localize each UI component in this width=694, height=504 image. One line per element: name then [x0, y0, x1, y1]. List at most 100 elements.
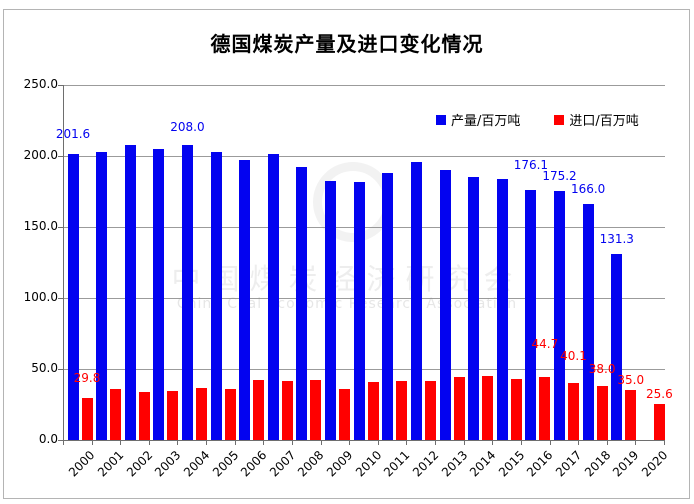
x-tick: [635, 440, 637, 445]
chart-border: [3, 9, 690, 499]
bar-production-2011: [382, 173, 394, 440]
y-axis-line: [63, 85, 64, 444]
x-tick: [664, 440, 665, 445]
data-label: 44.7: [531, 336, 559, 351]
data-label: 35.0: [617, 373, 645, 388]
x-tick: [578, 440, 580, 445]
x-tick: [492, 440, 494, 445]
bar-production-2014: [468, 177, 480, 440]
bar-import-2015: [510, 379, 522, 440]
data-label: 208.0: [170, 119, 205, 134]
y-axis-label: 200.0: [23, 148, 58, 162]
x-axis-line: [58, 440, 664, 441]
bar-production-2015: [496, 179, 508, 440]
bar-production-2017: [554, 191, 566, 440]
bar-production-2010: [353, 182, 365, 440]
y-tick: [58, 156, 63, 157]
legend-item-import: 进口/百万吨: [554, 110, 639, 129]
legend-label-production: 产量/百万吨: [451, 114, 521, 129]
bar-production-2007: [267, 153, 279, 440]
bar-production-2004: [181, 144, 193, 440]
bar-import-2019: [625, 390, 637, 440]
bar-production-2012: [410, 161, 422, 440]
y-tick: [58, 298, 63, 299]
legend: 产量/百万吨 进口/百万吨: [436, 110, 639, 129]
bar-production-2008: [296, 166, 308, 440]
x-tick: [291, 440, 293, 445]
bar-import-2010: [367, 382, 379, 440]
x-tick: [177, 440, 179, 445]
bar-import-2011: [396, 381, 408, 440]
data-label: 131.3: [599, 231, 634, 246]
bar-import-2006: [253, 379, 265, 440]
data-label: 166.0: [570, 182, 606, 197]
bar-import-2004: [195, 387, 207, 440]
y-axis-label: 250.0: [23, 77, 58, 91]
bar-import-2007: [281, 380, 293, 440]
data-label: 176.1: [513, 157, 549, 172]
y-tick: [58, 85, 63, 86]
data-label: 40.1: [560, 349, 587, 364]
x-tick: [377, 440, 379, 445]
x-tick: [206, 440, 208, 445]
y-axis-label: 150.0: [23, 219, 58, 233]
x-tick: [91, 440, 93, 445]
grid-line: [64, 85, 665, 86]
bar-production-2016: [525, 189, 537, 440]
bar-production-2019: [611, 253, 623, 440]
bar-import-2012: [424, 381, 436, 440]
bar-import-2017: [568, 383, 580, 440]
x-tick: [435, 440, 437, 445]
grid-line: [64, 156, 665, 157]
bar-import-2001: [110, 389, 122, 440]
y-axis-label: 50.0: [31, 361, 58, 375]
import-swatch-icon: [554, 114, 565, 125]
bar-import-2000: [81, 397, 93, 440]
x-tick: [63, 440, 64, 445]
x-tick: [120, 440, 122, 445]
bar-import-2002: [138, 392, 150, 440]
data-label: 38.0: [588, 362, 616, 377]
bar-import-2016: [539, 376, 551, 440]
x-tick: [349, 440, 351, 445]
bar-production-2006: [239, 159, 251, 440]
bar-import-2003: [167, 390, 179, 440]
bar-import-2009: [339, 389, 351, 440]
bar-production-2000: [67, 153, 79, 440]
production-swatch-icon: [436, 114, 446, 125]
legend-item-production: 产量/百万吨: [436, 110, 520, 129]
x-tick: [463, 440, 465, 445]
data-label: 25.6: [646, 386, 673, 401]
legend-label-import: 进口/百万吨: [569, 114, 639, 129]
x-tick: [234, 440, 236, 445]
bar-import-2005: [224, 389, 236, 440]
data-label: 175.2: [542, 169, 577, 184]
bar-production-2018: [582, 204, 594, 440]
x-tick: [406, 440, 408, 445]
x-tick: [606, 440, 608, 445]
bar-import-2020: [653, 403, 665, 440]
y-tick: [58, 227, 63, 228]
bar-production-2003: [153, 149, 165, 440]
data-label: 29.8: [73, 370, 101, 385]
bar-production-2002: [124, 145, 136, 440]
bar-import-2014: [482, 375, 494, 440]
y-axis-label: 0.0: [38, 432, 58, 446]
bar-production-2009: [325, 180, 337, 440]
bar-import-2013: [453, 376, 465, 440]
x-tick: [520, 440, 522, 445]
bar-import-2018: [596, 386, 608, 440]
x-tick: [263, 440, 265, 445]
bar-production-2001: [96, 151, 108, 440]
data-label: 201.6: [55, 126, 91, 141]
x-tick: [320, 440, 322, 445]
bar-production-2013: [439, 169, 451, 440]
x-tick: [148, 440, 150, 445]
chart-title: 德国煤炭产量及进口变化情况: [210, 32, 484, 56]
bar-import-2008: [310, 379, 322, 440]
y-axis-label: 100.0: [23, 290, 58, 304]
bar-production-2005: [210, 152, 222, 440]
x-tick: [549, 440, 551, 445]
y-tick: [58, 369, 63, 370]
